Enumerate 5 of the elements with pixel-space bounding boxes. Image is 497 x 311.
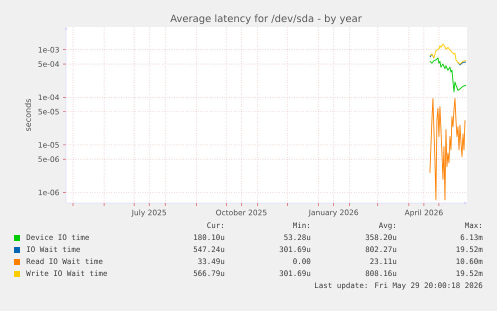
y-axis-title: seconds: [24, 99, 31, 131]
line-series: [429, 44, 466, 64]
chart-title: Average latency for /dev/sda - by year: [170, 14, 362, 24]
line-series: [429, 98, 466, 200]
line-series: [429, 58, 466, 92]
